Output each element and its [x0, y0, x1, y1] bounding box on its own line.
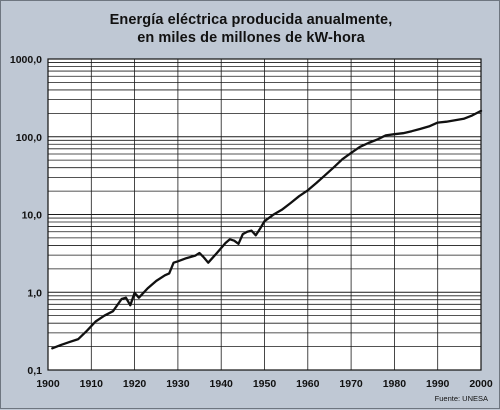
data-point [194, 255, 196, 257]
data-point [315, 182, 318, 184]
x-tick-label: 1950 [253, 378, 277, 390]
data-point [207, 262, 209, 264]
series-line [51, 109, 483, 350]
data-point [402, 132, 404, 134]
data-point [233, 240, 235, 242]
y-tick-label: 1,0 [27, 287, 42, 299]
data-point [224, 242, 227, 244]
data-point [60, 344, 62, 346]
data-point [454, 119, 456, 121]
plot-border [47, 58, 482, 371]
data-point [367, 142, 370, 144]
data-point [307, 189, 309, 191]
data-point [216, 252, 218, 254]
data-point [385, 134, 387, 137]
data-point [237, 243, 240, 245]
data-point [437, 122, 439, 124]
data-point [69, 341, 71, 343]
data-point [250, 230, 253, 232]
data-point [445, 121, 447, 123]
data-point [272, 214, 274, 216]
data-point [77, 338, 79, 340]
data-point [138, 297, 140, 299]
x-tick-label: 1960 [296, 378, 320, 390]
data-point [281, 209, 283, 211]
data-point [333, 166, 335, 168]
data-point [463, 118, 465, 120]
data-point [177, 260, 179, 262]
data-point [95, 320, 97, 323]
data-point [203, 256, 205, 259]
data-point [298, 195, 300, 197]
data-point [480, 110, 482, 112]
data-point [419, 128, 421, 130]
data-point [471, 114, 473, 117]
data-point [51, 347, 53, 349]
data-point [168, 272, 170, 274]
data-point [172, 262, 175, 264]
y-tick-label: 0,1 [27, 365, 42, 377]
x-tick-label: 1930 [166, 378, 190, 390]
data-point [411, 130, 413, 132]
data-point [146, 287, 149, 290]
data-point [112, 310, 114, 312]
data-point [125, 297, 127, 299]
data-point [289, 202, 292, 204]
x-tick-label: 1980 [383, 378, 407, 390]
data-point [324, 174, 326, 176]
data-point [86, 330, 88, 332]
data-point [242, 233, 244, 235]
data-point [259, 227, 261, 230]
data-point [129, 304, 131, 306]
data-point [255, 234, 257, 236]
data-point [103, 315, 105, 317]
chart-subtitle: en miles de millones de kW-hora [137, 30, 365, 46]
data-point [350, 152, 352, 154]
data-point [341, 158, 344, 160]
data-point [164, 274, 166, 276]
x-tick-label: 1910 [80, 378, 104, 390]
x-tick-label: 1940 [210, 378, 234, 390]
x-tick-label: 1990 [426, 378, 450, 390]
data-point [229, 238, 231, 240]
x-tick-label: 1920 [123, 378, 147, 390]
data-point [198, 252, 201, 254]
source-note: Fuente: UNESA [435, 394, 488, 403]
chart-title: Energía eléctrica producida anualmente, [109, 12, 393, 28]
data-point [359, 146, 361, 148]
y-tick-label: 1000,0 [10, 54, 42, 66]
data-point [246, 231, 248, 233]
data-point [134, 292, 136, 294]
data-point [185, 257, 188, 259]
data-point [428, 125, 430, 127]
data-point [393, 133, 395, 135]
x-tick-label: 1900 [36, 378, 60, 390]
data-point [155, 280, 157, 282]
x-tick-label: 1970 [339, 378, 363, 390]
data-point [376, 138, 378, 141]
y-tick-label: 100,0 [16, 132, 42, 144]
y-tick-label: 10,0 [22, 210, 43, 222]
data-point [121, 298, 123, 300]
data-point [263, 220, 266, 222]
x-tick-label: 2000 [469, 378, 493, 390]
